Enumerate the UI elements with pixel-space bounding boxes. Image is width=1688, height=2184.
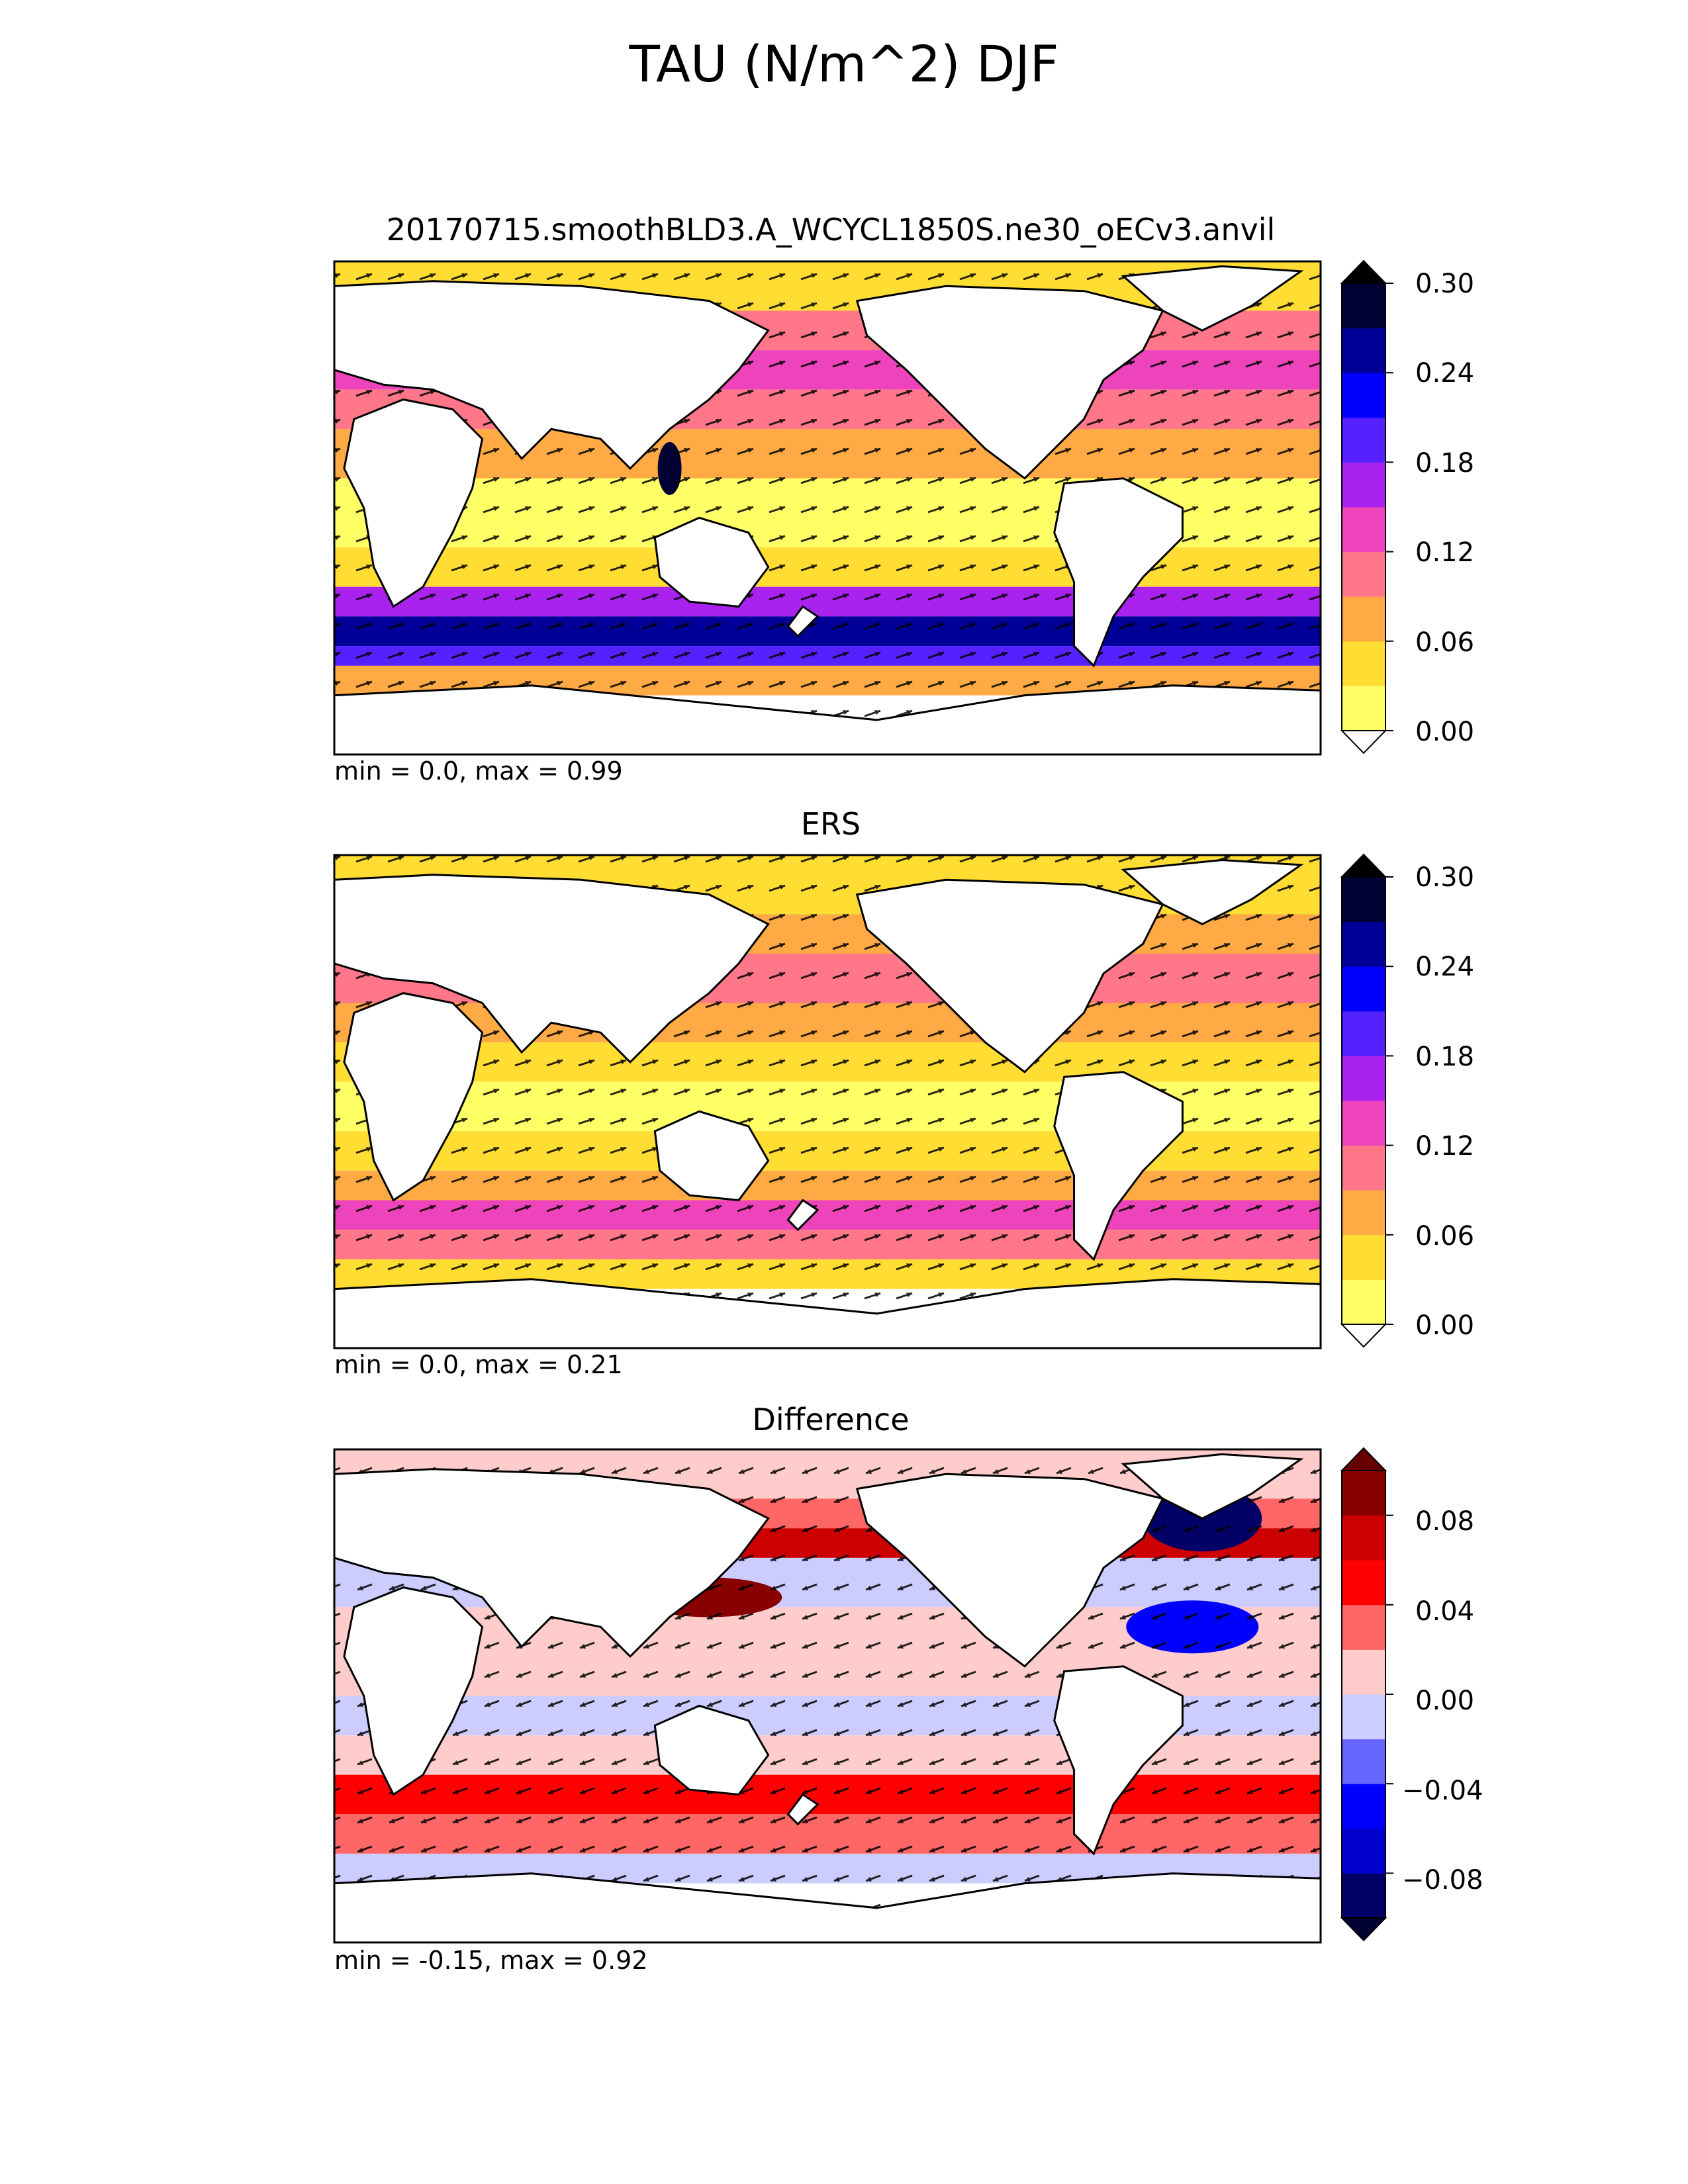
colorbar-segment <box>1342 1234 1385 1280</box>
landmass-africa <box>343 398 484 608</box>
landmass-australia <box>653 1110 770 1202</box>
colorbar-under-extension <box>1340 730 1387 754</box>
map-field <box>334 261 1321 754</box>
cb2-tick: 0.30 <box>1415 862 1475 893</box>
colorbar-segment <box>1342 1604 1385 1650</box>
map-field <box>334 855 1321 1348</box>
colorbar-segment <box>1342 462 1385 508</box>
colorbar-under-extension <box>1340 1917 1387 1942</box>
colorbar-segment <box>1342 596 1385 642</box>
map-frame <box>333 854 1322 1349</box>
cb1-tick: 0.24 <box>1415 358 1475 388</box>
panel-3-title: Difference <box>752 1402 910 1437</box>
cb3-tick: 0.04 <box>1415 1596 1475 1627</box>
panel-1-stats: min = 0.0, max = 0.99 <box>334 756 623 786</box>
colorbar-segment <box>1342 1560 1385 1606</box>
figure-title: TAU (N/m^2) DJF <box>629 34 1059 93</box>
map-panel-1 <box>333 260 1322 756</box>
map-panel-2 <box>333 854 1322 1349</box>
panel-3-stats: min = -0.15, max = 0.92 <box>334 1946 648 1975</box>
landmass-greenland <box>1121 265 1304 332</box>
colorbar-segment <box>1342 417 1385 463</box>
colorbar-segment <box>1342 1784 1385 1829</box>
colorbar-segment <box>1342 1011 1385 1056</box>
cb2-tick: 0.12 <box>1415 1131 1475 1161</box>
colorbar-segment <box>1342 1279 1385 1325</box>
colorbar-segment <box>1342 1190 1385 1236</box>
landmass-southamerica <box>1053 1665 1184 1856</box>
cb1-tick: 0.30 <box>1415 269 1475 299</box>
colorbar-over-extension <box>1340 259 1387 284</box>
colorbar-segment <box>1342 1056 1385 1101</box>
landmass-eurasia <box>334 1468 770 1659</box>
colorbar-segment <box>1342 507 1385 553</box>
colorbar-frame <box>1341 283 1386 731</box>
landmass-greenland <box>1121 858 1304 925</box>
cb1-tick: 0.00 <box>1415 717 1475 747</box>
colorbar-over-extension <box>1340 853 1387 878</box>
panel-1-title: 20170715.smoothBLD3.A_WCYCL1850S.ne30_oE… <box>386 212 1276 248</box>
colorbar-segment <box>1342 921 1385 967</box>
cb1-tick: 0.18 <box>1415 448 1475 478</box>
colorbar-2 <box>1340 853 1393 1348</box>
colorbar-segment <box>1342 1145 1385 1191</box>
landmass-newzealand <box>786 1793 820 1826</box>
landmass-antarctica <box>334 1278 1321 1348</box>
landmass-eurasia <box>334 280 770 471</box>
landmass-northamerica <box>855 878 1164 1073</box>
cb2-tick: 0.00 <box>1415 1310 1475 1341</box>
landmass-southamerica <box>1053 1071 1184 1261</box>
cb1-tick: 0.06 <box>1415 627 1475 658</box>
colorbar-segment <box>1342 686 1385 731</box>
cb3-tick: 0.08 <box>1415 1506 1475 1537</box>
colorbar-segment <box>1342 966 1385 1012</box>
landmass-antarctica <box>334 1872 1321 1942</box>
colorbar-1 <box>1340 259 1393 754</box>
cb3-tick: 0.00 <box>1415 1686 1475 1716</box>
panel-2-title: ERS <box>800 806 861 842</box>
cb1-tick: 0.12 <box>1415 537 1475 568</box>
landmass-northamerica <box>855 1473 1164 1668</box>
landmass-australia <box>653 1704 770 1796</box>
map-frame <box>333 1448 1322 1944</box>
landmass-africa <box>343 1586 484 1796</box>
colorbar-segment <box>1342 1101 1385 1146</box>
colorbar-segment <box>1342 641 1385 686</box>
colorbar-segment <box>1342 1471 1385 1516</box>
map-field <box>334 1449 1321 1942</box>
colorbar-segment <box>1342 1649 1385 1695</box>
cb3-tick: −0.08 <box>1402 1865 1483 1895</box>
colorbar-segment <box>1342 1828 1385 1874</box>
map-frame <box>333 260 1322 756</box>
panel-2-stats: min = 0.0, max = 0.21 <box>334 1350 623 1379</box>
colorbar-under-extension <box>1340 1324 1387 1348</box>
colorbar-frame <box>1341 876 1386 1325</box>
colorbar-over-extension <box>1340 1447 1387 1471</box>
colorbar-segment <box>1342 373 1385 418</box>
colorbar-segment <box>1342 328 1385 373</box>
landmass-greenland <box>1121 1453 1304 1520</box>
landmass-antarctica <box>334 684 1321 754</box>
colorbar-segment <box>1342 1694 1385 1740</box>
map-panel-3 <box>333 1448 1322 1944</box>
colorbar-segment <box>1342 1739 1385 1784</box>
cb3-tick: −0.04 <box>1402 1776 1483 1806</box>
landmass-newzealand <box>786 605 820 638</box>
landmass-southamerica <box>1053 477 1184 668</box>
landmass-northamerica <box>855 285 1164 480</box>
landmass-eurasia <box>334 874 770 1064</box>
colorbar-segment <box>1342 1515 1385 1561</box>
colorbar-segment <box>1342 1873 1385 1919</box>
colorbar-segment <box>1342 283 1385 329</box>
colorbar-3 <box>1340 1447 1393 1942</box>
colorbar-segment <box>1342 877 1385 923</box>
cb2-tick: 0.24 <box>1415 952 1475 982</box>
cb2-tick: 0.06 <box>1415 1221 1475 1251</box>
cb2-tick: 0.18 <box>1415 1042 1475 1072</box>
landmass-newzealand <box>786 1199 820 1232</box>
landmass-australia <box>653 516 770 608</box>
landmass-africa <box>343 992 484 1202</box>
colorbar-segment <box>1342 551 1385 597</box>
